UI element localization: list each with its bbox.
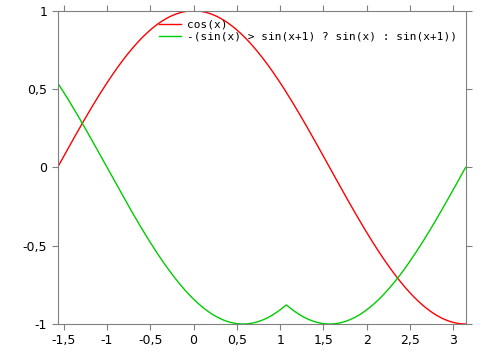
- -(sin(x) > sin(x+1) ? sin(x) : sin(x+1)): (0.573, -1): sin(x+1)): (0.573, -1): [240, 322, 246, 326]
- -(sin(x) > sin(x+1) ? sin(x) : sin(x+1)): (-1.57, 0.54): sin(x+1)): (-1.57, 0.54): [55, 81, 60, 85]
- -(sin(x) > sin(x+1) ? sin(x) : sin(x+1)): (0.705, -0.991): sin(x+1)): (0.705, -0.991): [252, 320, 258, 325]
- cos(x): [299, 115, 304, 119]
- -(sin(x) > sin(x+1) ? sin(x) : sin(x+1)): (3.14, -1.22e-16): sin(x+1)): (3.14, -1.22e-16): [463, 165, 468, 170]
- Line: -(sin(x) > sin(x+1) ? sin(x) : sin(x+1)): -(sin(x) > sin(x+1) ? sin(x) : sin(x+1)): [58, 83, 466, 324]
- Line: cos(x): cos(x): [58, 11, 466, 324]
- cos(x): [276, 79, 282, 84]
- -(sin(x) > sin(x+1) ? sin(x) : sin(x+1)): (3.04, -0.104): sin(x+1)): (3.04, -0.104): [454, 181, 459, 186]
- cos(x): [191, 9, 196, 13]
- -(sin(x) > sin(x+1) ? sin(x) : sin(x+1)): (1.24, -0.947): sin(x+1)): (1.24, -0.947): [299, 314, 304, 318]
- -(sin(x) > sin(x+1) ? sin(x) : sin(x+1)): (0.988, -0.914): sin(x+1)): (0.988, -0.914): [276, 309, 282, 313]
- -(sin(x) > sin(x+1) ? sin(x) : sin(x+1)): (0.677, -0.994): sin(x+1)): (0.677, -0.994): [249, 321, 255, 325]
- Legend: cos(x), -(sin(x) > sin(x+1) ? sin(x) : sin(x+1)): cos(x), -(sin(x) > sin(x+1) ? sin(x) : s…: [156, 16, 460, 45]
- cos(x): [390, 270, 396, 274]
- cos(x): [252, 46, 258, 50]
- cos(x): [454, 321, 459, 325]
- cos(x): [249, 43, 255, 48]
- cos(x): [55, 165, 60, 170]
- -(sin(x) > sin(x+1) ? sin(x) : sin(x+1)): (2.3, -0.745): sin(x+1)): (2.3, -0.745): [390, 282, 396, 286]
- cos(x): [463, 322, 468, 326]
